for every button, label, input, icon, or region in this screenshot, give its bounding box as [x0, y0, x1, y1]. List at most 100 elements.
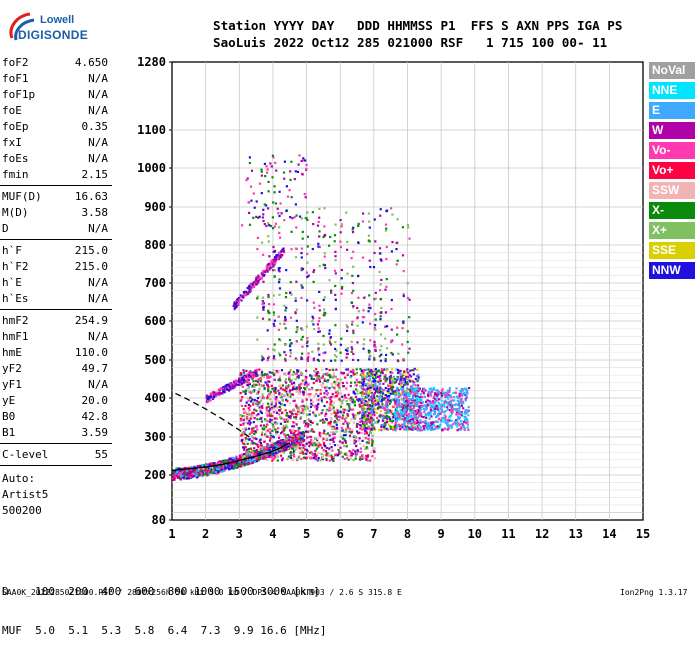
echo-point: [407, 394, 409, 396]
echo-point: [448, 391, 450, 393]
echo-point: [355, 396, 357, 398]
echo-point: [300, 338, 302, 340]
echo-point: [278, 413, 280, 415]
echo-point: [280, 439, 282, 441]
echo-point: [174, 473, 176, 475]
echo-point: [418, 424, 420, 426]
echo-point: [371, 435, 373, 437]
echo-point: [356, 390, 358, 392]
echo-point: [357, 242, 359, 244]
echo-point: [316, 448, 318, 450]
echo-point: [222, 461, 224, 463]
echo-point: [324, 445, 326, 447]
echo-point: [285, 378, 287, 380]
echo-point: [351, 429, 353, 431]
echo-point: [403, 425, 405, 427]
y-tick-label: 1000: [137, 161, 166, 175]
echo-point: [261, 393, 263, 395]
echo-point: [408, 401, 410, 403]
echo-point: [243, 412, 245, 414]
echo-point: [322, 440, 324, 442]
echo-point: [235, 464, 237, 466]
echo-point: [312, 454, 314, 456]
echo-point: [363, 380, 365, 382]
echo-point: [262, 220, 264, 222]
y-tick-label: 500: [144, 353, 166, 367]
echo-point: [309, 393, 311, 395]
echo-point: [368, 428, 370, 430]
echo-point: [320, 384, 322, 386]
echo-point: [462, 388, 464, 390]
echo-point: [425, 408, 427, 410]
echo-point: [434, 392, 436, 394]
echo-point: [392, 427, 394, 429]
echo-point: [320, 393, 322, 395]
echo-point: [365, 458, 367, 460]
echo-point: [351, 346, 353, 348]
echo-point: [290, 374, 292, 376]
echo-point: [246, 402, 248, 404]
y-tick-label: 300: [144, 430, 166, 444]
echo-point: [403, 409, 405, 411]
echo-point: [270, 391, 272, 393]
echo-point: [331, 404, 333, 406]
echo-point: [277, 379, 279, 381]
echo-point: [310, 436, 312, 438]
echo-point: [275, 431, 277, 433]
echo-point: [410, 375, 412, 377]
echo-point: [312, 401, 314, 403]
y-tick-label: 600: [144, 314, 166, 328]
echo-point: [402, 358, 404, 360]
echo-point: [256, 393, 258, 395]
echo-point: [350, 371, 352, 373]
echo-point: [331, 418, 333, 420]
x-tick-label: 4: [269, 527, 276, 541]
echo-point: [240, 392, 242, 394]
echo-point: [434, 428, 436, 430]
echo-point: [317, 323, 319, 325]
echo-point: [267, 403, 269, 405]
echo-point: [325, 410, 327, 412]
echo-point: [467, 429, 469, 431]
echo-point: [337, 449, 339, 451]
echo-point: [243, 453, 245, 455]
echo-point: [310, 443, 312, 445]
echo-point: [333, 441, 335, 443]
echo-point: [197, 465, 199, 467]
echo-point: [284, 434, 286, 436]
echo-point: [342, 385, 344, 387]
echo-point: [291, 383, 293, 385]
echo-point: [314, 405, 316, 407]
echo-point: [326, 386, 328, 388]
echo-point: [386, 418, 388, 420]
echo-point: [428, 414, 430, 416]
echo-point: [427, 404, 429, 406]
echo-point: [240, 399, 242, 401]
echo-point: [215, 395, 217, 397]
echo-point: [420, 393, 422, 395]
echo-point: [323, 373, 325, 375]
echo-point: [289, 402, 291, 404]
echo-point: [398, 404, 400, 406]
echo-point: [405, 376, 407, 378]
echo-point: [340, 338, 342, 340]
echo-point: [392, 378, 394, 380]
echo-point: [335, 431, 337, 433]
echo-point: [350, 385, 352, 387]
echo-point: [408, 348, 410, 350]
echo-point: [331, 456, 333, 458]
echo-point: [264, 373, 266, 375]
echo-point: [273, 294, 275, 296]
echo-point: [317, 403, 319, 405]
echo-point: [283, 447, 285, 449]
echo-point: [447, 409, 449, 411]
echo-point: [310, 439, 312, 441]
echo-point: [407, 330, 409, 332]
echo-point: [425, 413, 427, 415]
echo-point: [441, 429, 443, 431]
echo-point: [313, 281, 315, 283]
echo-point: [309, 374, 311, 376]
echo-point: [329, 340, 331, 342]
echo-point: [353, 391, 355, 393]
echo-point: [317, 438, 319, 440]
